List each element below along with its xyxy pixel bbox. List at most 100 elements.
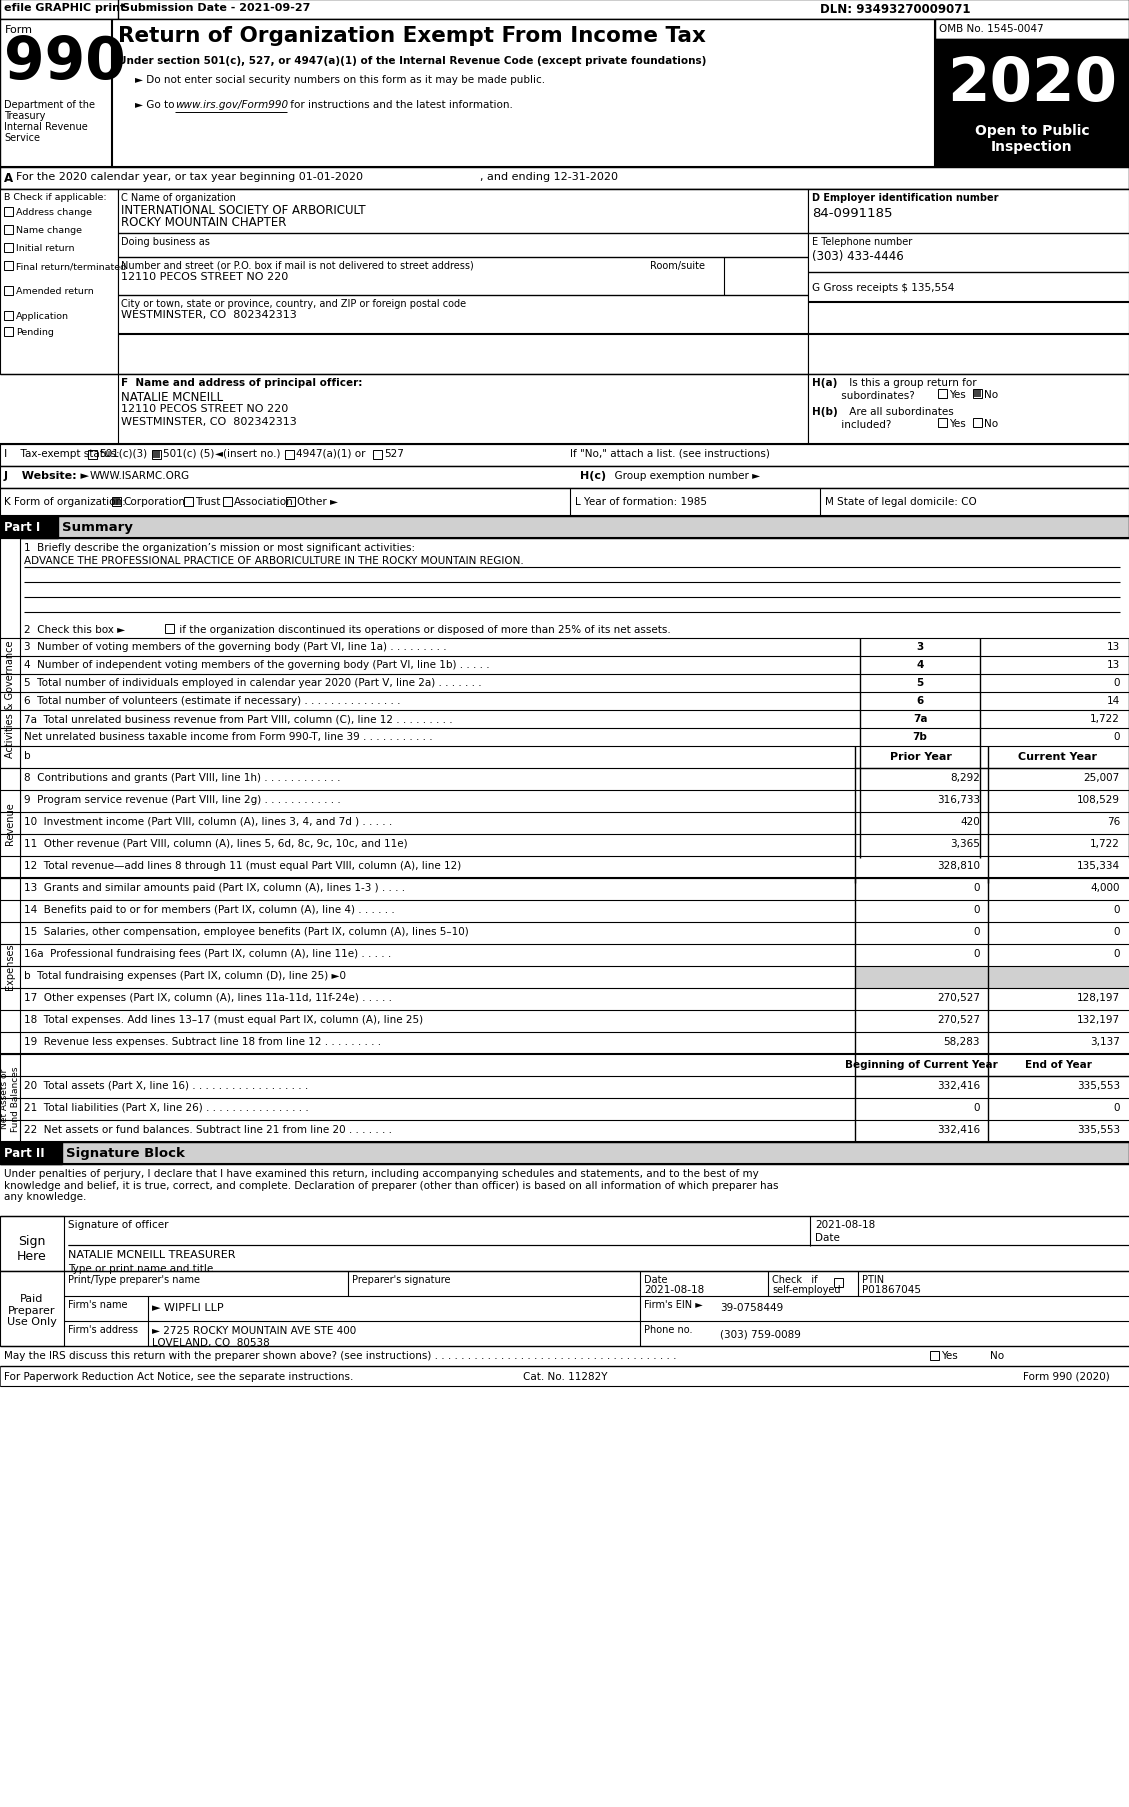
Text: 4  Number of independent voting members of the governing body (Part VI, line 1b): 4 Number of independent voting members o… <box>24 660 490 670</box>
Bar <box>165 625 174 634</box>
Text: Firm's name: Firm's name <box>68 1299 128 1310</box>
Bar <box>373 450 382 459</box>
Text: Revenue: Revenue <box>5 802 15 846</box>
Text: I: I <box>5 448 7 459</box>
Text: Net Assets or
Fund Balances: Net Assets or Fund Balances <box>0 1066 19 1131</box>
Bar <box>935 20 1129 168</box>
Text: Date: Date <box>815 1232 840 1243</box>
Text: ► Do not enter social security numbers on this form as it may be made public.: ► Do not enter social security numbers o… <box>135 74 545 85</box>
Text: 16a  Professional fundraising fees (Part IX, column (A), line 11e) . . . . .: 16a Professional fundraising fees (Part … <box>24 949 392 958</box>
Bar <box>119 374 808 445</box>
Text: A: A <box>5 172 14 184</box>
Text: D Employer identification number: D Employer identification number <box>812 193 998 202</box>
Text: 8  Contributions and grants (Part VIII, line 1h) . . . . . . . . . . . .: 8 Contributions and grants (Part VIII, l… <box>24 773 341 782</box>
Text: 3,365: 3,365 <box>951 838 980 849</box>
Text: 316,733: 316,733 <box>937 795 980 804</box>
Text: City or town, state or province, country, and ZIP or foreign postal code: City or town, state or province, country… <box>121 298 466 309</box>
Text: Is this a group return for: Is this a group return for <box>846 378 977 389</box>
Text: 501(c)(3): 501(c)(3) <box>99 448 147 459</box>
Text: 3: 3 <box>917 641 924 652</box>
Text: 132,197: 132,197 <box>1077 1014 1120 1025</box>
Text: B Check if applicable:: B Check if applicable: <box>5 193 106 202</box>
Bar <box>930 1352 939 1361</box>
Text: 1,722: 1,722 <box>1091 714 1120 723</box>
Text: 420: 420 <box>961 817 980 826</box>
Text: 21  Total liabilities (Part X, line 26) . . . . . . . . . . . . . . . .: 21 Total liabilities (Part X, line 26) .… <box>24 1102 308 1113</box>
Text: (303) 759-0089: (303) 759-0089 <box>720 1330 800 1339</box>
Text: ADVANCE THE PROFESSIONAL PRACTICE OF ARBORICULTURE IN THE ROCKY MOUNTAIN REGION.: ADVANCE THE PROFESSIONAL PRACTICE OF ARB… <box>24 557 524 566</box>
Text: DLN: 93493270009071: DLN: 93493270009071 <box>820 4 971 16</box>
Bar <box>285 450 294 459</box>
Text: 0: 0 <box>1113 1102 1120 1113</box>
Text: 76: 76 <box>1106 817 1120 826</box>
Text: 2020: 2020 <box>947 54 1117 114</box>
Text: Service: Service <box>5 134 40 143</box>
Text: Net unrelated business taxable income from Form 990-T, line 39 . . . . . . . . .: Net unrelated business taxable income fr… <box>24 732 432 741</box>
Bar <box>5 262 14 271</box>
Text: Trust: Trust <box>195 497 220 506</box>
Text: Firm's EIN ►: Firm's EIN ► <box>644 1299 702 1310</box>
Text: 0: 0 <box>973 905 980 914</box>
Text: 17  Other expenses (Part IX, column (A), lines 11a-11d, 11f-24e) . . . . .: 17 Other expenses (Part IX, column (A), … <box>24 992 392 1003</box>
Bar <box>0 190 119 374</box>
Text: 6  Total number of volunteers (estimate if necessary) . . . . . . . . . . . . . : 6 Total number of volunteers (estimate i… <box>24 696 401 705</box>
Text: Website: ►: Website: ► <box>14 472 89 481</box>
Text: 990: 990 <box>5 34 125 90</box>
Text: Under penalties of perjury, I declare that I have examined this return, includin: Under penalties of perjury, I declare th… <box>5 1169 779 1202</box>
Bar <box>0 746 20 768</box>
Bar <box>0 20 1129 168</box>
Text: 501(c) (5): 501(c) (5) <box>163 448 215 459</box>
Text: 39-0758449: 39-0758449 <box>720 1303 784 1312</box>
Text: Room/suite: Room/suite <box>650 260 704 271</box>
Bar <box>0 1142 1129 1164</box>
Bar <box>113 499 120 506</box>
Text: 15  Salaries, other compensation, employee benefits (Part IX, column (A), lines : 15 Salaries, other compensation, employe… <box>24 927 469 936</box>
Bar <box>938 419 947 428</box>
Text: 7a: 7a <box>912 714 927 723</box>
Text: E Telephone number: E Telephone number <box>812 237 912 248</box>
Text: Expenses: Expenses <box>5 943 15 990</box>
Text: No: No <box>990 1350 1004 1361</box>
Text: 84-0991185: 84-0991185 <box>812 206 893 220</box>
Bar <box>5 327 14 336</box>
Bar <box>224 497 231 506</box>
Text: 14  Benefits paid to or for members (Part IX, column (A), line 4) . . . . . .: 14 Benefits paid to or for members (Part… <box>24 905 395 914</box>
Text: subordinates?: subordinates? <box>812 390 914 401</box>
Text: 5  Total number of individuals employed in calendar year 2020 (Part V, line 2a) : 5 Total number of individuals employed i… <box>24 678 482 688</box>
Bar <box>0 168 1129 190</box>
Text: Number and street (or P.O. box if mail is not delivered to street address): Number and street (or P.O. box if mail i… <box>121 260 474 271</box>
Bar <box>184 497 193 506</box>
Text: 2  Check this box ►: 2 Check this box ► <box>24 625 125 634</box>
Text: Department of the: Department of the <box>5 99 95 110</box>
Text: for instructions and the latest information.: for instructions and the latest informat… <box>287 99 513 110</box>
Text: G Gross receipts $ 135,554: G Gross receipts $ 135,554 <box>812 284 954 293</box>
Text: 0: 0 <box>973 927 980 936</box>
Text: 14: 14 <box>1106 696 1120 705</box>
Text: Address change: Address change <box>16 208 91 217</box>
Text: 13: 13 <box>1106 641 1120 652</box>
Text: Date: Date <box>644 1274 667 1285</box>
Bar <box>834 1278 843 1287</box>
Text: 0: 0 <box>1113 732 1120 741</box>
Text: 1,722: 1,722 <box>1091 838 1120 849</box>
Text: 0: 0 <box>973 1102 980 1113</box>
Text: 4,000: 4,000 <box>1091 882 1120 893</box>
Text: H(c): H(c) <box>580 472 606 481</box>
Text: NATALIE MCNEILL: NATALIE MCNEILL <box>121 390 224 403</box>
Text: 128,197: 128,197 <box>1077 992 1120 1003</box>
Text: ► WIPFLI LLP: ► WIPFLI LLP <box>152 1303 224 1312</box>
Text: P01867045: P01867045 <box>863 1285 921 1294</box>
Text: Activities & Governance: Activities & Governance <box>5 640 15 757</box>
Text: Yes: Yes <box>949 390 965 399</box>
Text: WESTMINSTER, CO  802342313: WESTMINSTER, CO 802342313 <box>121 309 297 320</box>
Text: 18  Total expenses. Add lines 13–17 (must equal Part IX, column (A), line 25): 18 Total expenses. Add lines 13–17 (must… <box>24 1014 423 1025</box>
Text: Print/Type preparer's name: Print/Type preparer's name <box>68 1274 200 1285</box>
Text: 1  Briefly describe the organization’s mission or most significant activities:: 1 Briefly describe the organization’s mi… <box>24 542 415 553</box>
Text: Form 990 (2020): Form 990 (2020) <box>1023 1372 1110 1381</box>
Text: 4: 4 <box>917 660 924 670</box>
Text: Final return/terminated: Final return/terminated <box>16 262 126 271</box>
Text: 0: 0 <box>973 882 980 893</box>
Text: , and ending 12-31-2020: , and ending 12-31-2020 <box>480 172 618 183</box>
Text: 20  Total assets (Part X, line 16) . . . . . . . . . . . . . . . . . .: 20 Total assets (Part X, line 16) . . . … <box>24 1081 308 1090</box>
Bar <box>0 517 1129 538</box>
